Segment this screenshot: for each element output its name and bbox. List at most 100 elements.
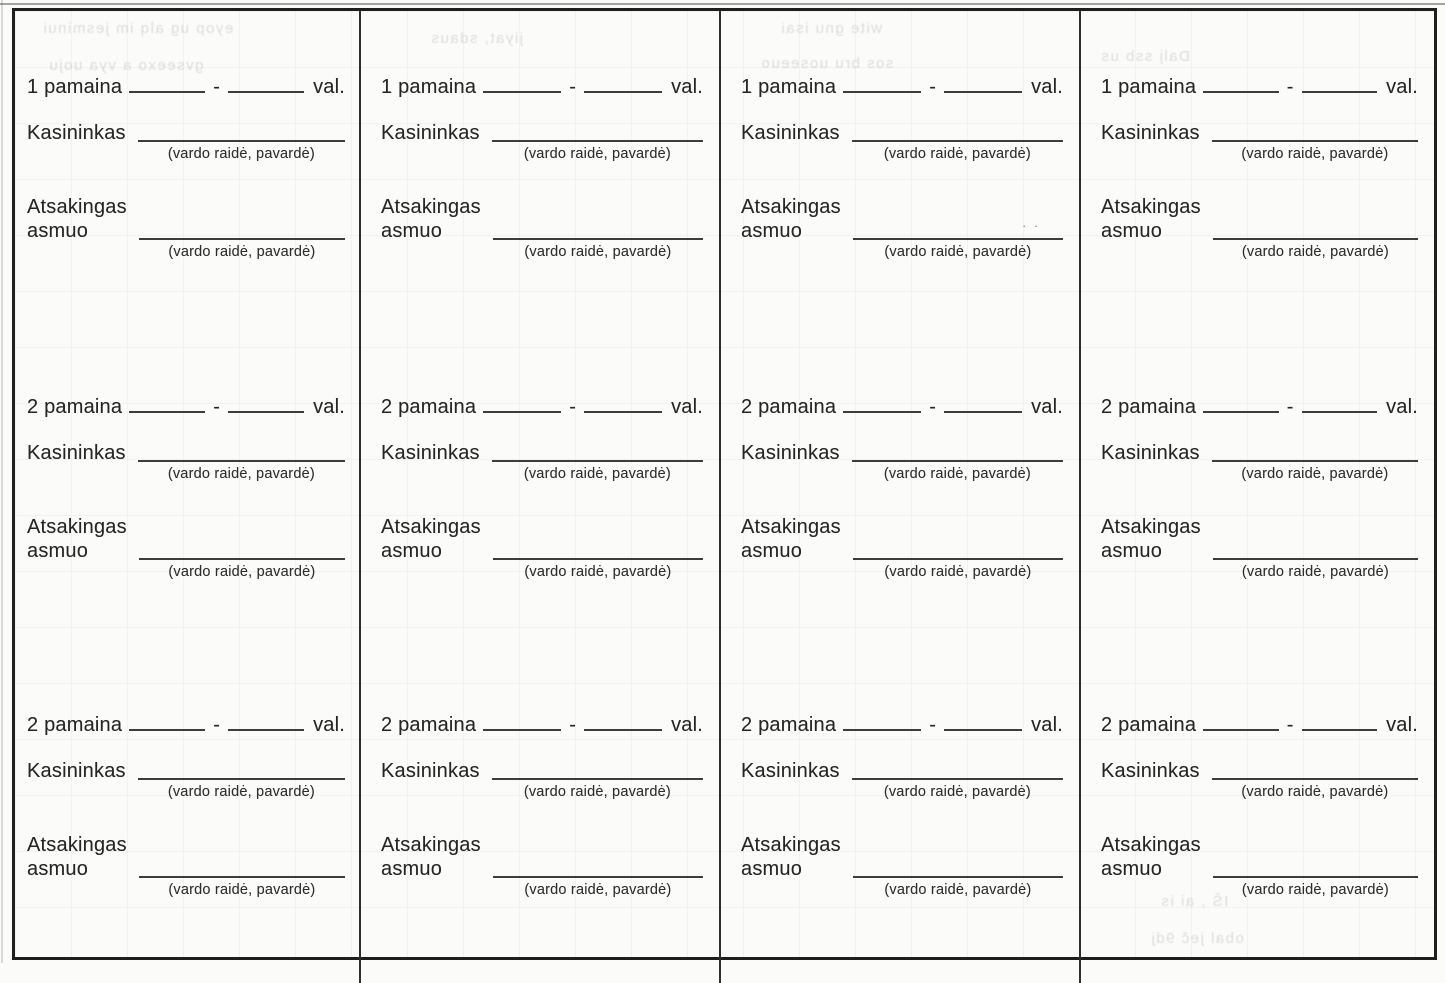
hours-suffix-label: val. <box>1386 76 1419 98</box>
cashier-row: Kasininkas (vardo raidė, pavardė) <box>381 759 703 801</box>
hours-suffix-label: val. <box>1386 396 1419 418</box>
cashier-label: Kasininkas <box>741 760 840 782</box>
shift-label: 1 pamaina <box>741 76 837 98</box>
cashier-row: Kasininkas (vardo raidė, pavardė) <box>1101 121 1418 163</box>
shift-section: 1 pamaina - val. Kasininkas (vardo raidė… <box>1101 75 1418 395</box>
dash: - <box>569 396 577 418</box>
cashier-row: Kasininkas (vardo raidė, pavardė) <box>381 441 703 483</box>
shift-time-from-blank <box>483 726 562 731</box>
name-caption: (vardo raidė, pavardė) <box>884 564 1032 580</box>
name-caption: (vardo raidė, pavardė) <box>1241 882 1389 898</box>
hours-suffix-label: val. <box>1031 76 1064 98</box>
responsible-label-line2: asmuo <box>741 540 803 562</box>
cashier-fill-line <box>137 441 345 462</box>
shift-section: 1 pamaina - val. Kasininkas (vardo raidė… <box>381 75 703 395</box>
responsible-label-line2: asmuo <box>1101 858 1163 880</box>
name-caption: (vardo raidė, pavardė) <box>1241 564 1389 580</box>
responsible-person-row: Atsakingas asmuo (vardo raidė, pavardė) <box>741 833 1063 899</box>
shift-time-from-blank <box>129 88 206 93</box>
responsible-label-line2: asmuo <box>27 858 89 880</box>
name-caption: (vardo raidė, pavardė) <box>883 466 1031 482</box>
responsible-person-label: Atsakingas asmuo <box>27 195 127 243</box>
cashier-label: Kasininkas <box>381 442 480 464</box>
shift-row: 1 pamaina - val. <box>27 75 345 99</box>
cashier-fill-line <box>491 441 703 462</box>
shift-time-from-blank <box>1203 726 1279 731</box>
shift-time-to-blank <box>584 408 663 413</box>
shift-time-to-blank <box>944 408 1023 413</box>
responsible-fill-line <box>492 833 703 878</box>
name-caption: (vardo raidė, pavardė) <box>523 784 671 800</box>
dash: - <box>213 396 221 418</box>
shift-time-from-blank <box>843 726 922 731</box>
responsible-label-line2: asmuo <box>27 220 89 242</box>
cashier-label: Kasininkas <box>741 442 840 464</box>
name-caption: (vardo raidė, pavardė) <box>1241 466 1389 482</box>
responsible-label-line1: Atsakingas <box>381 196 481 218</box>
responsible-person-row: Atsakingas asmuo (vardo raidė, pavardė) <box>27 833 345 899</box>
shift-row: 2 pamaina - val. <box>27 395 345 419</box>
cashier-label: Kasininkas <box>381 122 480 144</box>
name-caption: (vardo raidė, pavardė) <box>167 466 315 482</box>
scan-edge-artifact <box>0 3 1445 5</box>
dash: - <box>929 76 937 98</box>
responsible-fill-line <box>492 195 703 240</box>
responsible-label-line2: asmuo <box>27 540 89 562</box>
hours-suffix-label: val. <box>671 714 704 736</box>
responsible-person-row: Atsakingas asmuo (vardo raidė, pavardė) <box>741 195 1063 261</box>
name-caption: (vardo raidė, pavardė) <box>883 146 1031 162</box>
cashier-fill-line <box>851 121 1063 142</box>
cashier-row: Kasininkas (vardo raidė, pavardė) <box>1101 759 1418 801</box>
responsible-label-line1: Atsakingas <box>1101 834 1201 856</box>
responsible-person-label: Atsakingas asmuo <box>381 195 481 243</box>
shift-row: 2 pamaina - val. <box>1101 713 1418 737</box>
shift-label: 2 pamaina <box>1101 396 1197 418</box>
responsible-label-line1: Atsakingas <box>381 834 481 856</box>
cashier-fill-line <box>851 441 1063 462</box>
responsible-person-label: Atsakingas asmuo <box>1101 833 1201 881</box>
name-caption: (vardo raidė, pavardė) <box>883 784 1031 800</box>
responsible-label-line1: Atsakingas <box>1101 516 1201 538</box>
cashier-fill-line <box>137 759 345 780</box>
shift-time-from-blank <box>843 88 922 93</box>
shift-label: 2 pamaina <box>1101 714 1197 736</box>
cashier-label: Kasininkas <box>381 760 480 782</box>
responsible-label-line2: asmuo <box>381 540 443 562</box>
shift-label: 2 pamaina <box>27 396 123 418</box>
name-caption: (vardo raidė, pavardė) <box>167 146 315 162</box>
hours-suffix-label: val. <box>313 76 346 98</box>
shift-row: 2 pamaina - val. <box>27 713 345 737</box>
name-caption: (vardo raidė, pavardė) <box>168 882 316 898</box>
responsible-person-label: Atsakingas asmuo <box>27 515 127 563</box>
responsible-label-line1: Atsakingas <box>741 834 841 856</box>
shift-section: 2 pamaina - val. Kasininkas (vardo raidė… <box>381 713 703 983</box>
responsible-person-row: Atsakingas asmuo (vardo raidė, pavardė) <box>381 195 703 261</box>
responsible-person-row: Atsakingas asmuo (vardo raidė, pavardė) <box>27 195 345 261</box>
ticket-column-4: 1 pamaina - val. Kasininkas (vardo raidė… <box>1079 11 1434 983</box>
dash: - <box>1286 396 1294 418</box>
cashier-fill-line <box>491 121 703 142</box>
shift-label: 1 pamaina <box>1101 76 1197 98</box>
shift-time-to-blank <box>228 726 305 731</box>
name-caption: (vardo raidė, pavardė) <box>1241 244 1389 260</box>
responsible-label-line1: Atsakingas <box>27 834 127 856</box>
dash: - <box>929 714 937 736</box>
responsible-person-row: Atsakingas asmuo (vardo raidė, pavardė) <box>1101 833 1418 899</box>
responsible-fill-line <box>852 195 1063 240</box>
responsible-label-line1: Atsakingas <box>27 516 127 538</box>
responsible-person-label: Atsakingas asmuo <box>381 515 481 563</box>
responsible-fill-line <box>852 515 1063 560</box>
name-caption: (vardo raidė, pavardė) <box>524 564 672 580</box>
shift-row: 1 pamaina - val. <box>1101 75 1418 99</box>
responsible-label-line2: asmuo <box>741 858 803 880</box>
hours-suffix-label: val. <box>1386 714 1419 736</box>
responsible-person-label: Atsakingas asmuo <box>1101 195 1201 243</box>
shift-time-to-blank <box>228 408 305 413</box>
shift-time-from-blank <box>1203 408 1279 413</box>
cashier-fill-line <box>1211 441 1418 462</box>
dash: - <box>569 76 577 98</box>
cashier-row: Kasininkas (vardo raidė, pavardė) <box>27 759 345 801</box>
cashier-fill-line <box>491 759 703 780</box>
ticket-column-1: 1 pamaina - val. Kasininkas (vardo raidė… <box>15 11 359 983</box>
shift-time-from-blank <box>1203 88 1279 93</box>
